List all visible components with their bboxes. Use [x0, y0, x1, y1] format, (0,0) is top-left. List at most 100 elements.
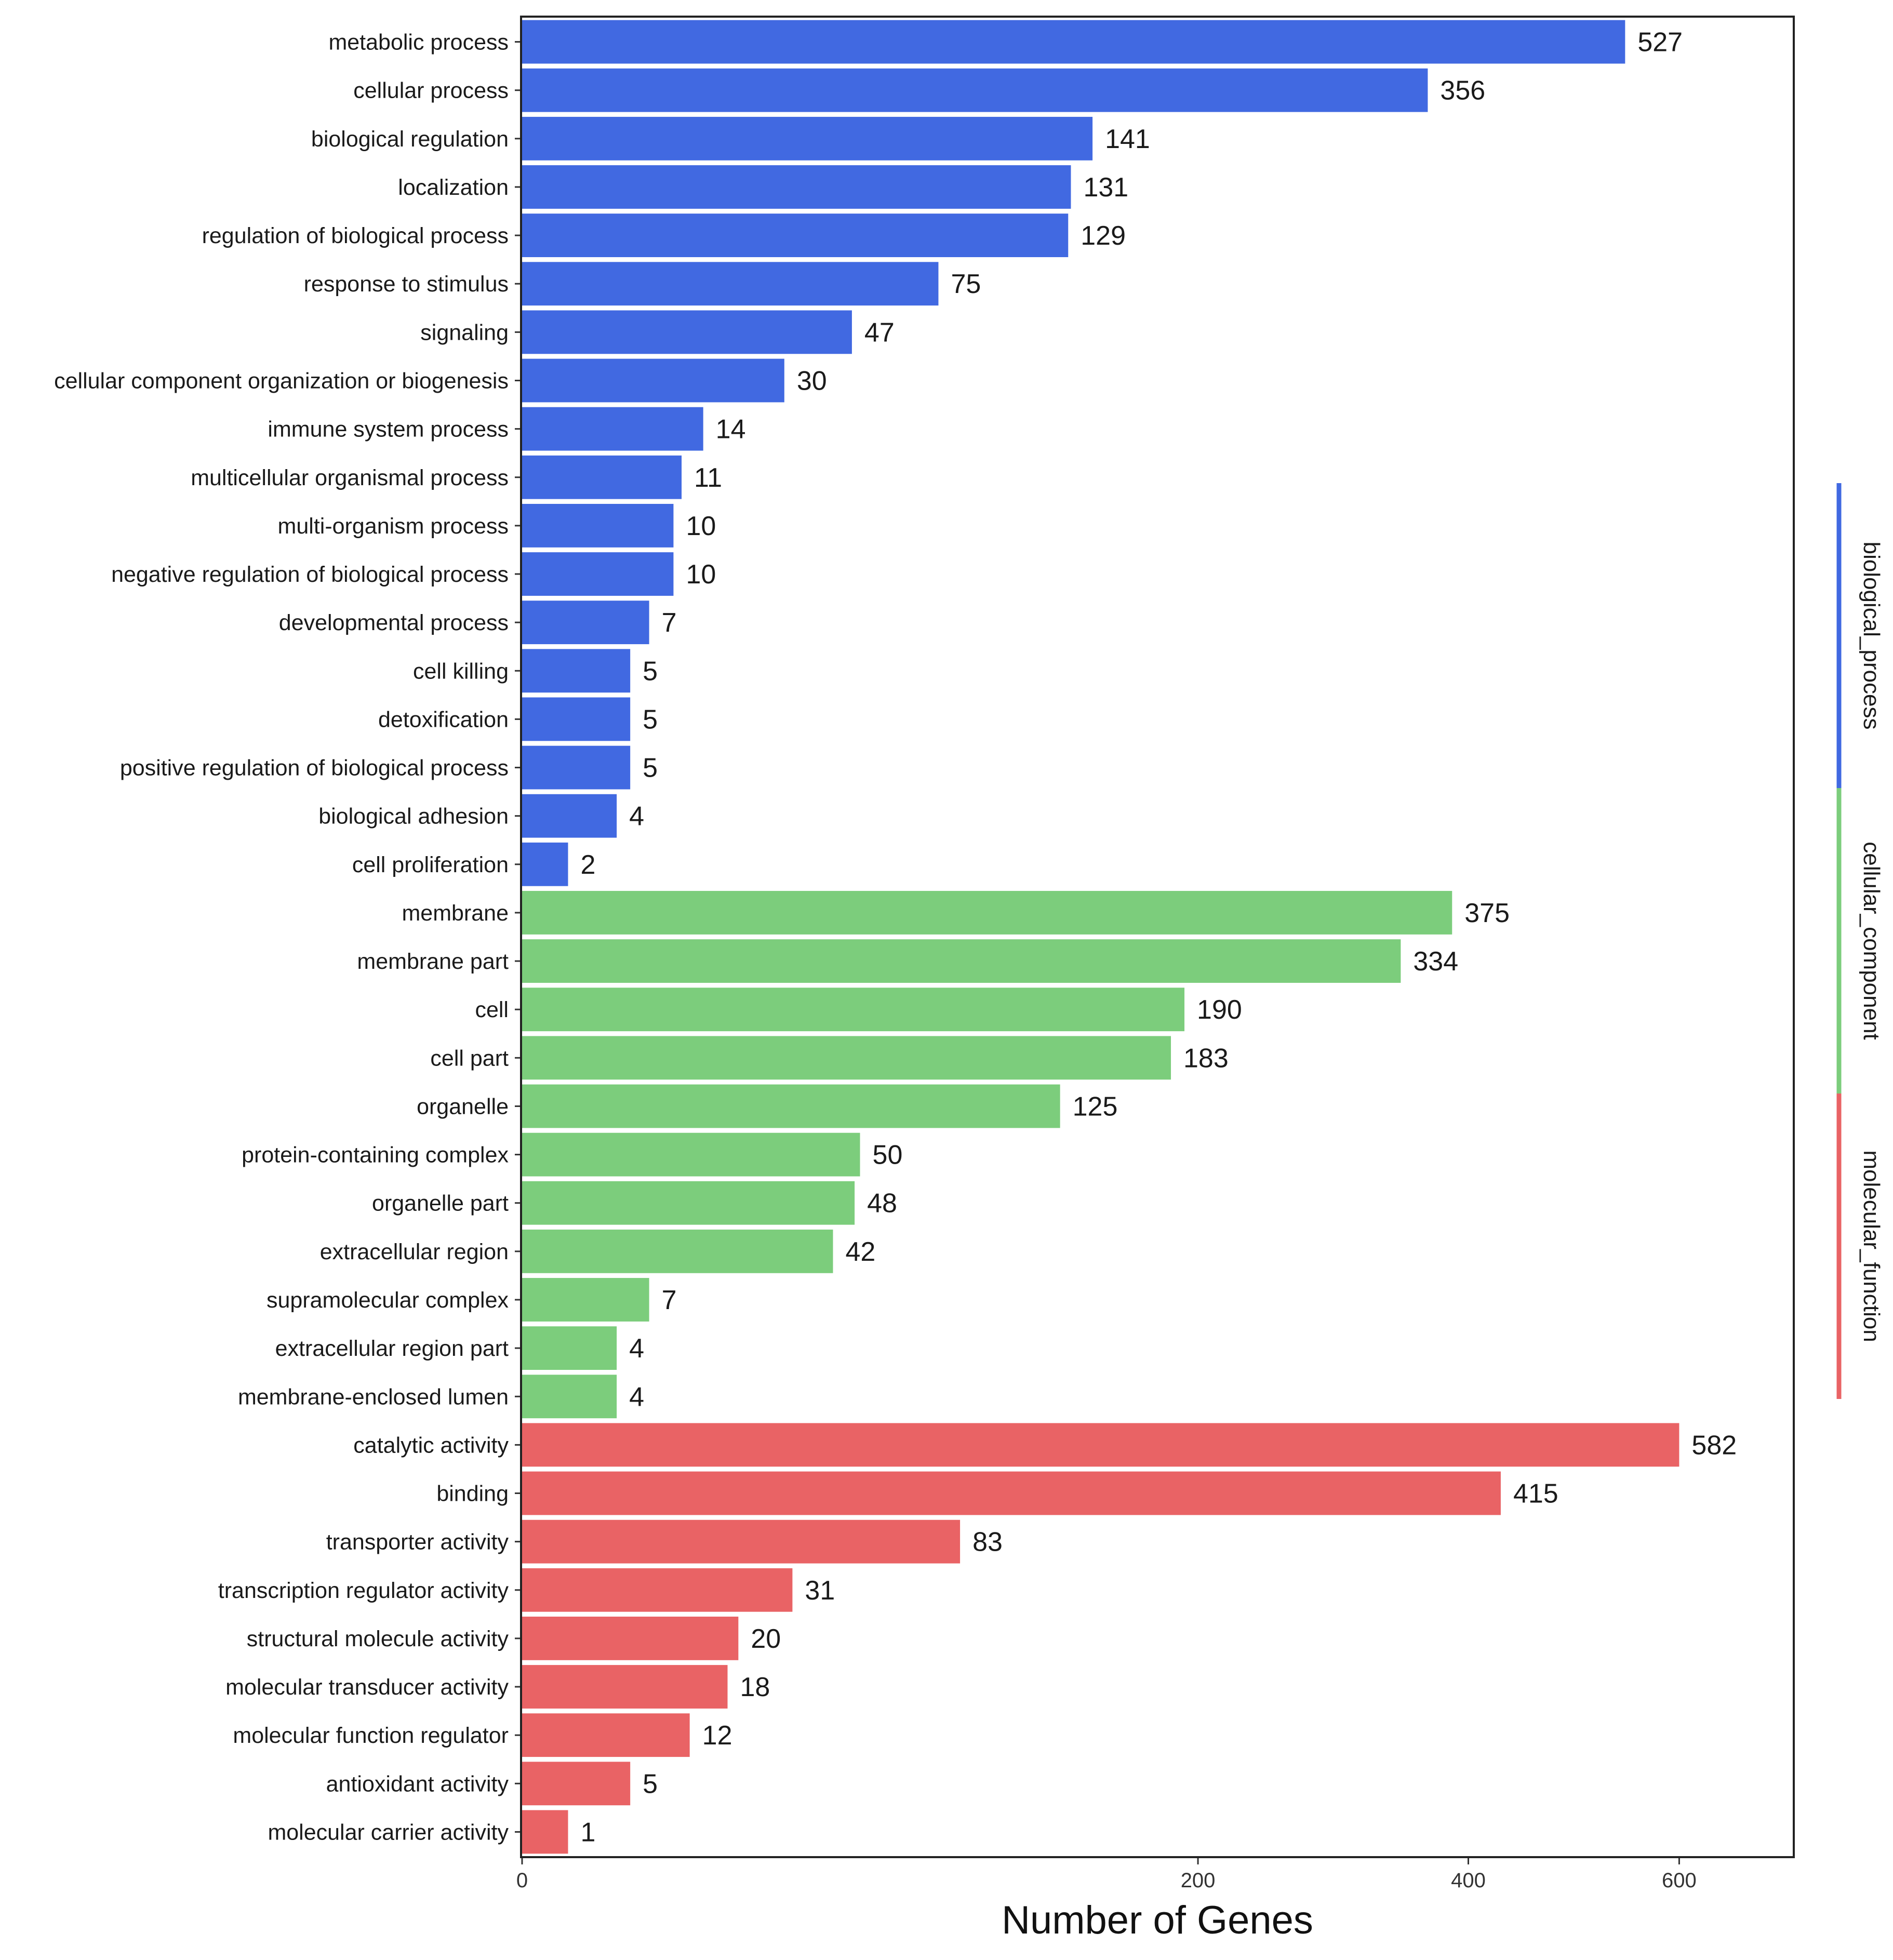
category-label: extracellular region	[320, 1239, 509, 1264]
bar	[522, 1810, 568, 1854]
category-label: cellular process	[353, 78, 509, 103]
bar	[522, 697, 631, 741]
value-label: 5	[643, 656, 658, 686]
value-label: 14	[716, 415, 746, 445]
category-label: molecular transducer activity	[225, 1675, 509, 1700]
bar	[522, 1568, 793, 1612]
category-label: regulation of biological process	[202, 223, 509, 248]
category-label: immune system process	[268, 417, 509, 442]
value-label: 183	[1183, 1043, 1229, 1073]
bar	[522, 1181, 855, 1225]
value-label: 4	[629, 802, 644, 832]
value-label: 83	[972, 1527, 1003, 1557]
bar	[522, 165, 1071, 209]
category-label: transcription regulator activity	[218, 1578, 509, 1603]
value-label: 131	[1083, 172, 1128, 203]
value-label: 18	[740, 1672, 770, 1702]
value-label: 527	[1637, 28, 1683, 58]
bar	[522, 794, 617, 838]
value-label: 30	[797, 366, 827, 396]
value-label: 7	[662, 1285, 677, 1315]
bar	[522, 1519, 961, 1564]
value-label: 10	[686, 559, 716, 590]
value-label: 7	[662, 608, 677, 638]
value-label: 129	[1081, 221, 1126, 251]
value-label: 582	[1691, 1430, 1737, 1460]
value-label: 334	[1413, 946, 1458, 977]
category-label: cell	[475, 997, 509, 1022]
bar	[522, 1229, 833, 1273]
value-label: 125	[1073, 1091, 1118, 1122]
category-label: cell part	[430, 1046, 509, 1071]
x-tick-label: 600	[1662, 1869, 1697, 1892]
x-tick-label: 400	[1451, 1869, 1486, 1892]
bar	[522, 1036, 1171, 1080]
category-label: transporter activity	[326, 1530, 509, 1555]
category-label: membrane part	[357, 949, 509, 974]
category-label: molecular function regulator	[233, 1723, 509, 1748]
bar	[522, 1762, 631, 1806]
bar	[522, 552, 674, 596]
bar	[522, 20, 1625, 64]
category-label: multi-organism process	[278, 514, 509, 539]
value-label: 4	[629, 1334, 644, 1364]
bar	[522, 1471, 1501, 1515]
category-label: response to stimulus	[304, 272, 509, 297]
x-axis-title: Number of Genes	[1002, 1898, 1313, 1942]
value-label: 356	[1440, 76, 1485, 106]
group-legend-layer: biological_process cellular_componentmole…	[1836, 483, 1884, 1399]
group-label: molecular_function	[1859, 1150, 1884, 1342]
value-label: 190	[1197, 995, 1242, 1025]
value-label: 141	[1105, 124, 1150, 154]
value-label: 20	[751, 1624, 781, 1654]
category-label: structural molecule activity	[247, 1626, 509, 1651]
category-label: cellular component organization or bioge…	[54, 368, 509, 393]
category-label: biological regulation	[311, 127, 509, 152]
bar	[522, 988, 1185, 1032]
category-label: developmental process	[279, 610, 509, 635]
bar	[522, 358, 784, 403]
bar	[522, 262, 939, 306]
category-label: localization	[398, 175, 509, 200]
bar	[522, 1326, 617, 1370]
bar	[522, 745, 631, 790]
value-label: 2	[580, 850, 595, 880]
category-label: antioxidant activity	[326, 1771, 509, 1796]
bar	[522, 1616, 739, 1660]
category-label: membrane-enclosed lumen	[238, 1384, 509, 1409]
bar	[522, 601, 649, 645]
value-label: 5	[643, 1769, 658, 1799]
value-label: 48	[867, 1189, 897, 1219]
category-label: cell proliferation	[352, 852, 509, 877]
bar	[522, 455, 682, 499]
bar	[522, 939, 1401, 983]
category-label: positive regulation of biological proces…	[120, 756, 509, 781]
category-label: biological adhesion	[318, 804, 509, 829]
value-label: 11	[694, 463, 722, 493]
value-label: 31	[805, 1576, 835, 1606]
plot-frame	[520, 16, 1795, 1858]
category-labels-layer: metabolic process cellular process biologi…	[54, 30, 521, 1845]
category-label: organelle part	[372, 1191, 509, 1216]
category-label: organelle	[417, 1094, 509, 1119]
value-label: 10	[686, 511, 716, 541]
x-tick-label: 200	[1181, 1869, 1216, 1892]
category-label: catalytic activity	[353, 1433, 509, 1458]
bar	[522, 503, 674, 548]
bar	[522, 1713, 690, 1757]
value-label: 47	[864, 317, 895, 348]
category-label: signaling	[420, 320, 509, 345]
x-tick-label: 0	[516, 1869, 528, 1892]
category-label: multicellular organismal process	[191, 465, 509, 490]
category-label: binding	[436, 1482, 509, 1506]
category-label: membrane	[402, 901, 509, 926]
value-labels-layer: 5273561411311297547301411101075554237533…	[580, 28, 1737, 1848]
category-label: detoxification	[378, 707, 509, 732]
category-label: molecular carrier activity	[268, 1820, 509, 1845]
bar	[522, 1375, 617, 1419]
value-label: 415	[1513, 1479, 1558, 1509]
bar	[522, 1423, 1679, 1467]
bar	[522, 1278, 649, 1322]
value-label: 75	[951, 269, 981, 299]
